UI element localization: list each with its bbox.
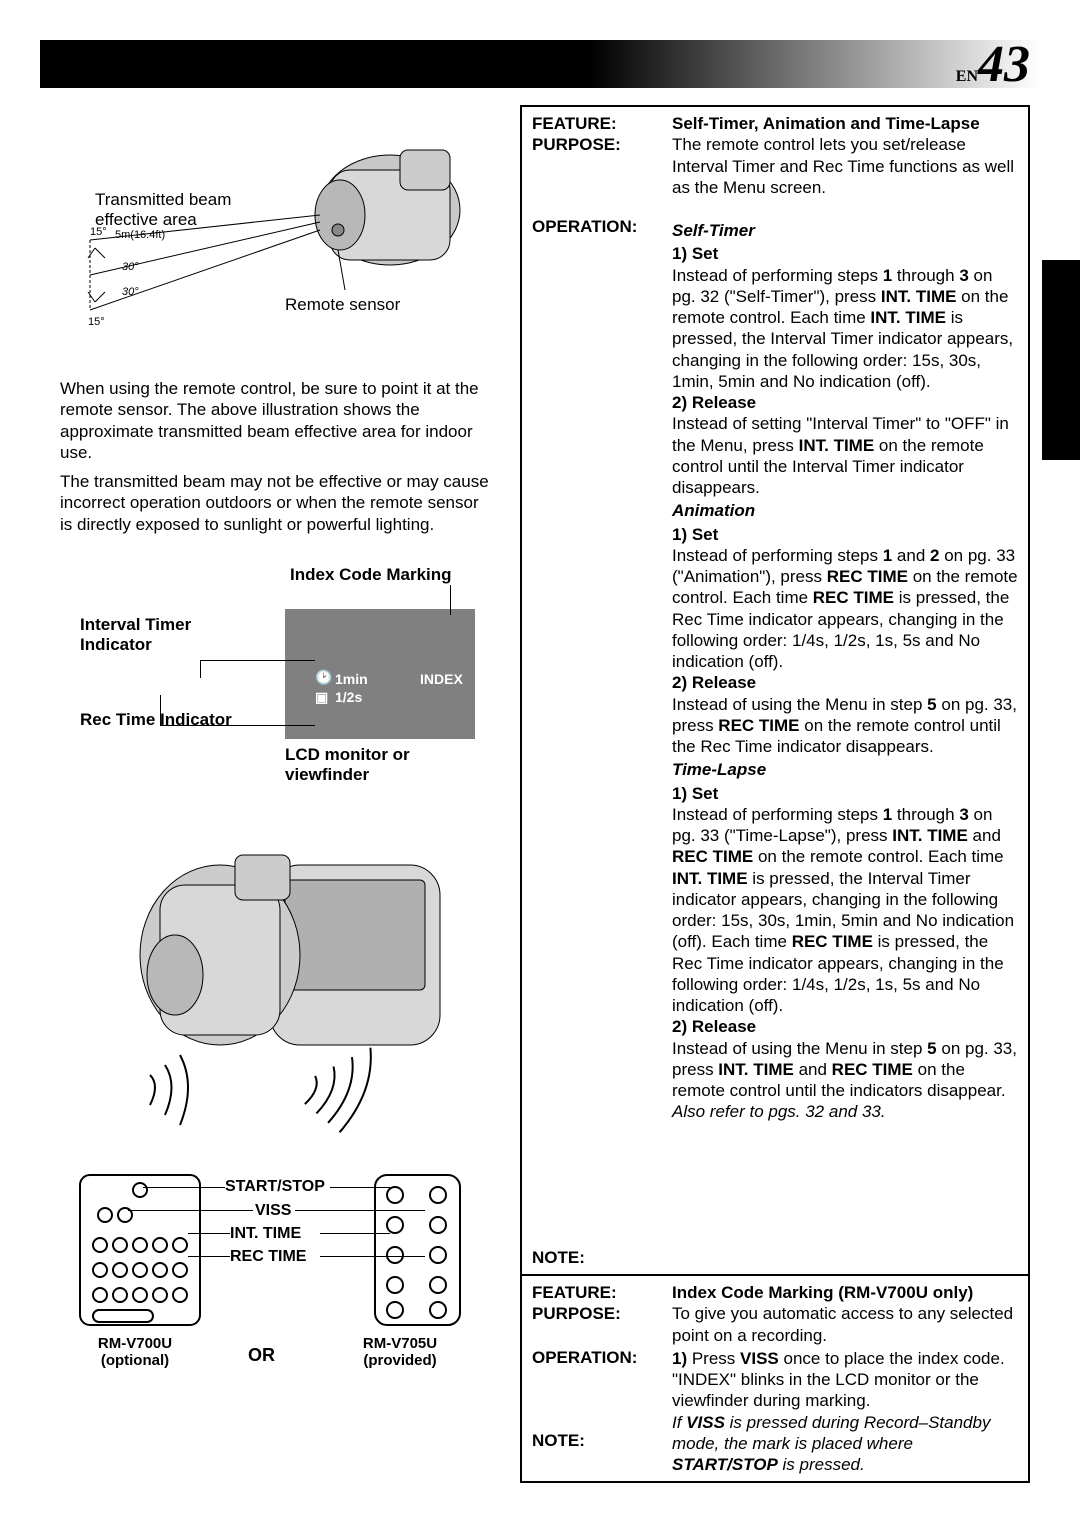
feature-row-2: FEATURE: PURPOSE: OPERATION: NOTE: Index…: [522, 1274, 1028, 1481]
viss-label: VISS: [255, 1202, 291, 1220]
beam-paragraph-1: When using the remote control, be sure t…: [60, 378, 490, 463]
page-header: EN43: [40, 40, 1040, 88]
left-model: RM-V700U(optional): [75, 1335, 195, 1369]
startstop-label: START/STOP: [225, 1178, 325, 1196]
feature-table: FEATURE: PURPOSE: OPERATION: NOTE: Self-…: [520, 105, 1030, 1483]
remote-diagram: START/STOP VISS INT. TIME REC TIME RM-V7…: [60, 1170, 490, 1390]
indicator-diagram: Index Code Marking Interval Timer Indica…: [60, 565, 490, 815]
index-code-label: Index Code Marking: [290, 565, 452, 585]
beam-diagram: 15° 15° 30° 30° 5m(16.4ft) Transmitted b…: [60, 110, 490, 370]
lcd-label: LCD monitor or viewfinder: [285, 745, 455, 785]
angle-label: 30°: [122, 286, 139, 298]
right-column: FEATURE: PURPOSE: OPERATION: NOTE: Self-…: [520, 105, 1030, 1483]
angle-label: 15°: [88, 316, 105, 328]
lcd-12s: 1/2s: [335, 689, 362, 705]
remote-left-svg: [75, 1170, 205, 1330]
distance-label: 5m(16.4ft): [115, 229, 165, 241]
lcd-tape-icon: ▣: [315, 689, 328, 706]
angle-label: 30°: [122, 261, 139, 273]
interval-timer-label: Interval Timer Indicator: [80, 615, 240, 655]
camera-beam-svg: 15° 15° 30° 30° 5m(16.4ft): [60, 110, 490, 370]
feature-content: Self-Timer, Animation and Time-Lapse The…: [672, 107, 1028, 1274]
feature-labels: FEATURE: PURPOSE: OPERATION: NOTE:: [522, 107, 672, 1274]
lcd-box: 🕑 1min ▣ 1/2s INDEX: [285, 609, 475, 739]
right-model: RM-V705U(provided): [340, 1335, 460, 1369]
remote-right-svg: [370, 1170, 465, 1330]
camera-lcd-diagram: [60, 825, 490, 1165]
lcd-index: INDEX: [420, 671, 463, 687]
feature-labels-2: FEATURE: PURPOSE: OPERATION: NOTE:: [522, 1276, 672, 1481]
or-label: OR: [248, 1345, 275, 1366]
lcd-clock-icon: 🕑: [315, 669, 332, 686]
left-column: 15° 15° 30° 30° 5m(16.4ft) Transmitted b…: [60, 110, 490, 1390]
page-number: EN43: [956, 35, 1030, 94]
remote-sensor-label: Remote sensor: [285, 295, 400, 315]
side-tab: [1042, 260, 1080, 460]
beam-paragraph-2: The transmitted beam may not be effectiv…: [60, 471, 490, 535]
beam-label: Transmitted beameffective area: [95, 190, 231, 230]
camera-svg: [60, 825, 490, 1165]
lcd-1min: 1min: [335, 671, 368, 687]
inttime-label: INT. TIME: [230, 1225, 301, 1243]
feature-content-2: Index Code Marking (RM-V700U only) To gi…: [672, 1276, 1028, 1481]
feature-row-1: FEATURE: PURPOSE: OPERATION: NOTE: Self-…: [522, 107, 1028, 1274]
rec-time-label: Rec Time Indicator: [80, 710, 232, 730]
rectime-label: REC TIME: [230, 1248, 306, 1266]
